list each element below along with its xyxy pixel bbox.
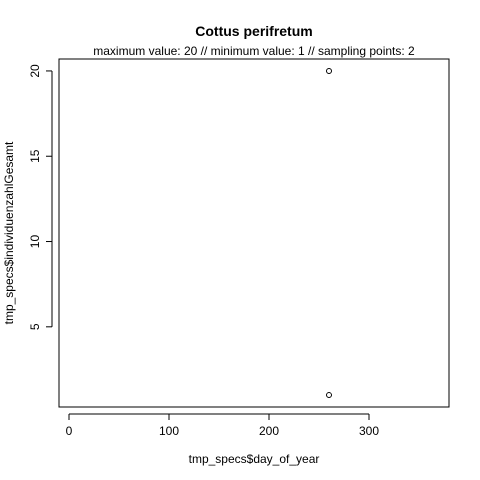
x-axis-label: tmp_specs$day_of_year <box>189 452 320 466</box>
data-points <box>326 67 332 399</box>
y-axis-label: tmp_specs$individuenzahlGesamt <box>2 141 16 324</box>
x-tick-label-1: 100 <box>159 424 179 438</box>
x-axis: 0 100 200 300 <box>66 413 379 438</box>
y-axis: 5 10 15 20 <box>28 64 53 330</box>
chart-title: Cottus perifretum <box>195 23 312 39</box>
y-tick-label-3: 20 <box>28 64 42 78</box>
chart-subtitle: maximum value: 20 // minimum value: 1 //… <box>93 44 415 58</box>
x-tick-label-0: 0 <box>66 424 73 438</box>
data-point-0 <box>326 67 332 74</box>
plot-frame <box>58 58 450 408</box>
y-tick-label-2: 15 <box>28 149 42 163</box>
y-tick-label-1: 10 <box>28 235 42 249</box>
y-tick-label-0: 5 <box>28 323 42 330</box>
x-tick-label-2: 200 <box>259 424 279 438</box>
data-point-1 <box>326 392 332 399</box>
x-tick-label-3: 300 <box>359 424 379 438</box>
